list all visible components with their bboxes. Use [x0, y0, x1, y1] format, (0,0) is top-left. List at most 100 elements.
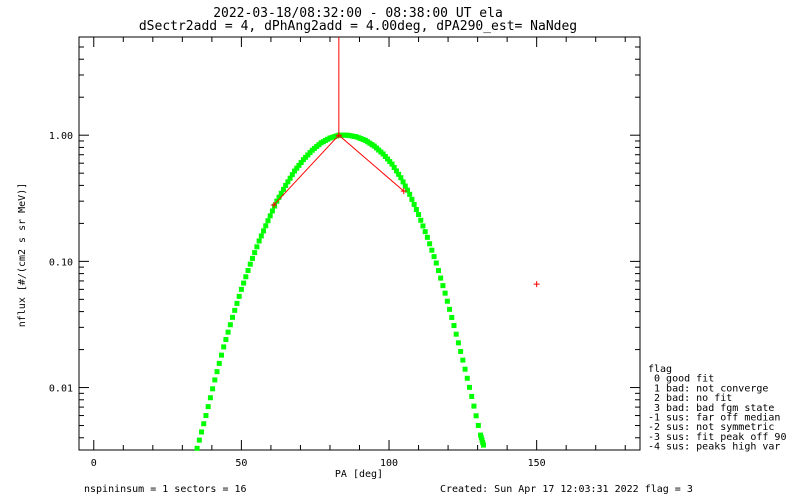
fit-curve-point: [261, 228, 267, 234]
fit-curve-point: [438, 275, 444, 281]
fit-curve-point: [464, 375, 470, 381]
fit-curve-point: [396, 171, 402, 177]
fit-curve-point: [429, 247, 435, 253]
fit-curve-point: [285, 179, 291, 185]
fit-curve-point: [469, 393, 475, 399]
legend-item: -2 sus: not symmetric: [648, 422, 774, 433]
x-tick-label: 50: [235, 458, 247, 469]
fit-curve-point: [203, 413, 209, 419]
fit-curve-point: [431, 254, 437, 260]
fit-curve-point: [225, 329, 231, 335]
fit-curve-point: [420, 223, 426, 229]
fit-curve-point: [427, 241, 433, 247]
fit-curve-point: [210, 386, 216, 392]
legend-item: 0 good fit: [648, 374, 714, 385]
measured-flux-point: [400, 188, 407, 195]
fit-curve-point: [234, 300, 240, 306]
fit-curve-point: [245, 267, 251, 273]
fit-curve-point: [280, 186, 286, 192]
fit-curve-point: [205, 404, 211, 410]
fit-curve-point: [402, 183, 408, 189]
fit-curve-point: [221, 344, 227, 350]
fit-curve-point: [418, 217, 424, 223]
fit-curve-point: [393, 168, 399, 174]
fit-curve-point: [194, 445, 200, 451]
fit-curve-point: [249, 255, 255, 261]
fit-curve-point: [433, 260, 439, 266]
chart-subtitle: dSectr2add = 4, dPhAng2add = 4.00deg, dP…: [139, 19, 577, 34]
legend-item: 3 bad: bad fgm state: [648, 403, 774, 414]
fit-curve-point: [223, 337, 229, 343]
x-tick-label: 0: [91, 458, 97, 469]
fit-curve-point: [258, 233, 264, 239]
y-axis: 0.01 0.10 1.00: [49, 36, 640, 439]
fit-curve-point: [269, 208, 275, 214]
fit-curve-point: [462, 366, 468, 372]
y-tick-label: 1.00: [49, 131, 73, 142]
chart-title: 2022-03-18/08:32:00 - 08:38:00 UT ela: [213, 6, 503, 21]
fit-curve-point: [451, 323, 457, 329]
fit-curve-point: [449, 314, 455, 320]
x-tick-label: 150: [528, 458, 546, 469]
legend-title: flag: [648, 364, 672, 375]
fit-curve-point: [232, 307, 238, 313]
outlier-point: [533, 281, 540, 288]
y-axis-label: nflux [#/(cm2 s sr MeV)]: [17, 183, 28, 328]
fit-curve-point: [289, 172, 295, 178]
footer-created-info: Created: Sun Apr 17 12:03:31 2022 flag =…: [440, 484, 693, 495]
fit-curve-point: [276, 194, 282, 200]
fit-curve-point: [278, 190, 284, 196]
fit-curve-point: [458, 348, 464, 354]
fit-curve-point: [398, 175, 404, 181]
fit-curve-point: [435, 268, 441, 274]
fit-curve-point: [265, 218, 271, 224]
fit-curve-point: [475, 422, 481, 428]
fit-curve-point: [283, 182, 289, 188]
fit-curve-point: [292, 168, 298, 174]
fit-curve-point: [442, 290, 448, 296]
y-tick-label: 0.10: [49, 257, 73, 268]
legend-item: 1 bad: not converge: [648, 383, 768, 394]
fit-curve-point: [247, 261, 253, 267]
fit-curve-point: [444, 298, 450, 304]
fit-curve-point: [272, 203, 278, 209]
fit-curve-point: [391, 165, 397, 171]
fit-curve-point: [481, 442, 487, 448]
fit-curve-point: [230, 314, 236, 320]
fit-curve-point: [411, 201, 417, 207]
legend-item: -3 sus: fit peak off 90: [648, 432, 786, 443]
fit-curve-point: [416, 212, 422, 218]
fit-curve-point: [380, 151, 386, 157]
fit-curve-point: [473, 413, 479, 419]
fit-curve-point: [409, 196, 415, 202]
fit-curve-point: [216, 360, 222, 366]
fit-curve-point: [214, 369, 220, 375]
fit-curve-point: [455, 340, 461, 346]
fit-curve-point: [263, 223, 269, 229]
fit-curve-point: [298, 159, 304, 165]
fit-curve-point: [404, 187, 410, 193]
fit-curve-point: [471, 403, 477, 409]
y-tick-label: 0.01: [49, 384, 73, 395]
fit-curve-point: [196, 437, 202, 443]
fit-curve-point: [407, 191, 413, 197]
fit-curve-point: [238, 286, 244, 292]
fit-curve-point: [256, 238, 262, 244]
fit-curve-point: [287, 175, 293, 181]
x-tick-label: 100: [380, 458, 398, 469]
fit-curve-point: [201, 421, 207, 427]
fit-curve-point: [389, 161, 395, 167]
fit-curve-point: [400, 179, 406, 185]
fit-curve-point: [252, 250, 258, 256]
fit-curve-point: [460, 357, 466, 363]
fit-curve-point: [212, 377, 218, 383]
fit-curve-point: [387, 159, 393, 165]
footer-spin-info: nspininsum = 1 sectors = 16: [84, 484, 247, 495]
fit-curve-point: [385, 156, 391, 162]
measured-flux-point: [270, 201, 277, 208]
legend-item: -4 sus: peaks high var: [648, 442, 780, 453]
fit-curve-point: [236, 293, 242, 299]
fit-curve-point: [207, 395, 213, 401]
fit-curve-point: [267, 213, 273, 219]
